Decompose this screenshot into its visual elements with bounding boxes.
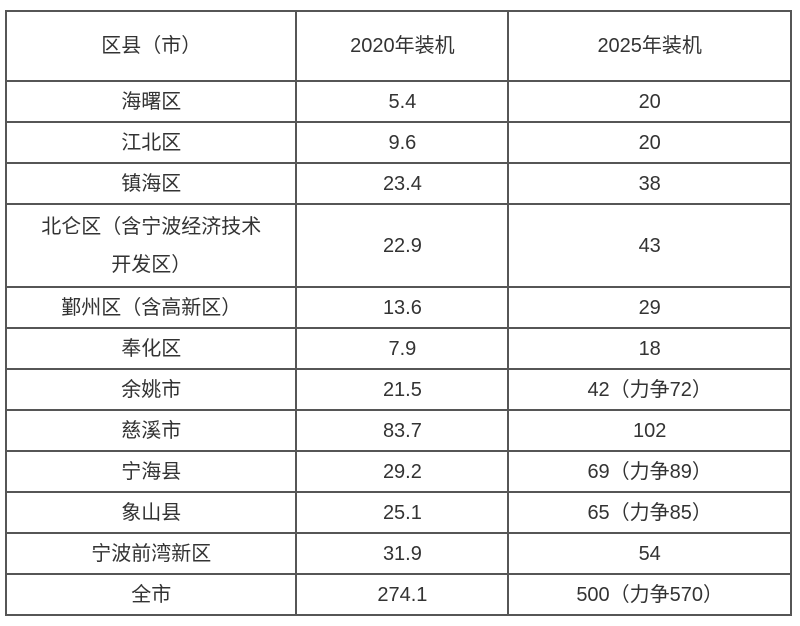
value-2025-cell: 29 [507,286,792,329]
value-2025-cell: 500（力争570） [507,573,792,616]
region-cell: 北仑区（含宁波经济技术 开发区） [4,203,298,288]
value-2020-cell: 23.4 [295,162,510,205]
value-2020-cell: 274.1 [295,573,510,616]
value-2025-cell: 102 [507,409,792,452]
region-cell: 鄞州区（含高新区） [4,286,298,329]
column-header-2020: 2020年装机 [295,10,510,82]
table-header: 区县（市） 2020年装机 2025年装机 [4,10,792,82]
value-2025-cell: 18 [507,327,792,370]
column-header-region: 区县（市） [4,10,298,82]
region-cell: 象山县 [4,491,298,534]
value-2020-cell: 21.5 [295,368,510,411]
table-row: 慈溪市 83.7 102 [4,409,792,452]
table-row: 全市 274.1 500（力争570） [4,573,792,616]
table-row: 江北区 9.6 20 [4,121,792,164]
table-row: 奉化区 7.9 18 [4,327,792,370]
region-cell: 海曙区 [4,80,298,123]
region-cell: 江北区 [4,121,298,164]
value-2020-cell: 5.4 [295,80,510,123]
table-row: 海曙区 5.4 20 [4,80,792,123]
value-2020-cell: 13.6 [295,286,510,329]
region-cell: 全市 [4,573,298,616]
region-cell: 宁波前湾新区 [4,532,298,575]
value-2025-cell: 54 [507,532,792,575]
column-header-2025: 2025年装机 [507,10,792,82]
value-2025-cell: 65（力争85） [507,491,792,534]
value-2020-cell: 7.9 [295,327,510,370]
value-2025-cell: 20 [507,121,792,164]
table-row: 宁波前湾新区 31.9 54 [4,532,792,575]
value-2020-cell: 9.6 [295,121,510,164]
region-cell: 镇海区 [4,162,298,205]
table-row: 象山县 25.1 65（力争85） [4,491,792,534]
value-2025-cell: 38 [507,162,792,205]
table-row: 宁海县 29.2 69（力争89） [4,450,792,493]
table-row: 鄞州区（含高新区） 13.6 29 [4,286,792,329]
table-row: 余姚市 21.5 42（力争72） [4,368,792,411]
value-2025-cell: 69（力争89） [507,450,792,493]
installed-capacity-table: 区县（市） 2020年装机 2025年装机 海曙区 5.4 20 江北区 9.6 20 镇海… [4,10,792,616]
value-2025-cell: 42（力争72） [507,368,792,411]
value-2020-cell: 31.9 [295,532,510,575]
region-cell: 慈溪市 [4,409,298,452]
region-cell: 奉化区 [4,327,298,370]
table-row: 北仑区（含宁波经济技术 开发区） 22.9 43 [4,203,792,288]
region-cell: 余姚市 [4,368,298,411]
value-2025-cell: 43 [507,203,792,288]
table-body: 海曙区 5.4 20 江北区 9.6 20 镇海区 23.4 38 北仑区（含宁波经济技术 开发区… [4,80,792,616]
table-row: 镇海区 23.4 38 [4,162,792,205]
value-2020-cell: 83.7 [295,409,510,452]
value-2020-cell: 25.1 [295,491,510,534]
value-2025-cell: 20 [507,80,792,123]
value-2020-cell: 29.2 [295,450,510,493]
region-cell: 宁海县 [4,450,298,493]
value-2020-cell: 22.9 [295,203,510,288]
header-row: 区县（市） 2020年装机 2025年装机 [4,10,792,82]
